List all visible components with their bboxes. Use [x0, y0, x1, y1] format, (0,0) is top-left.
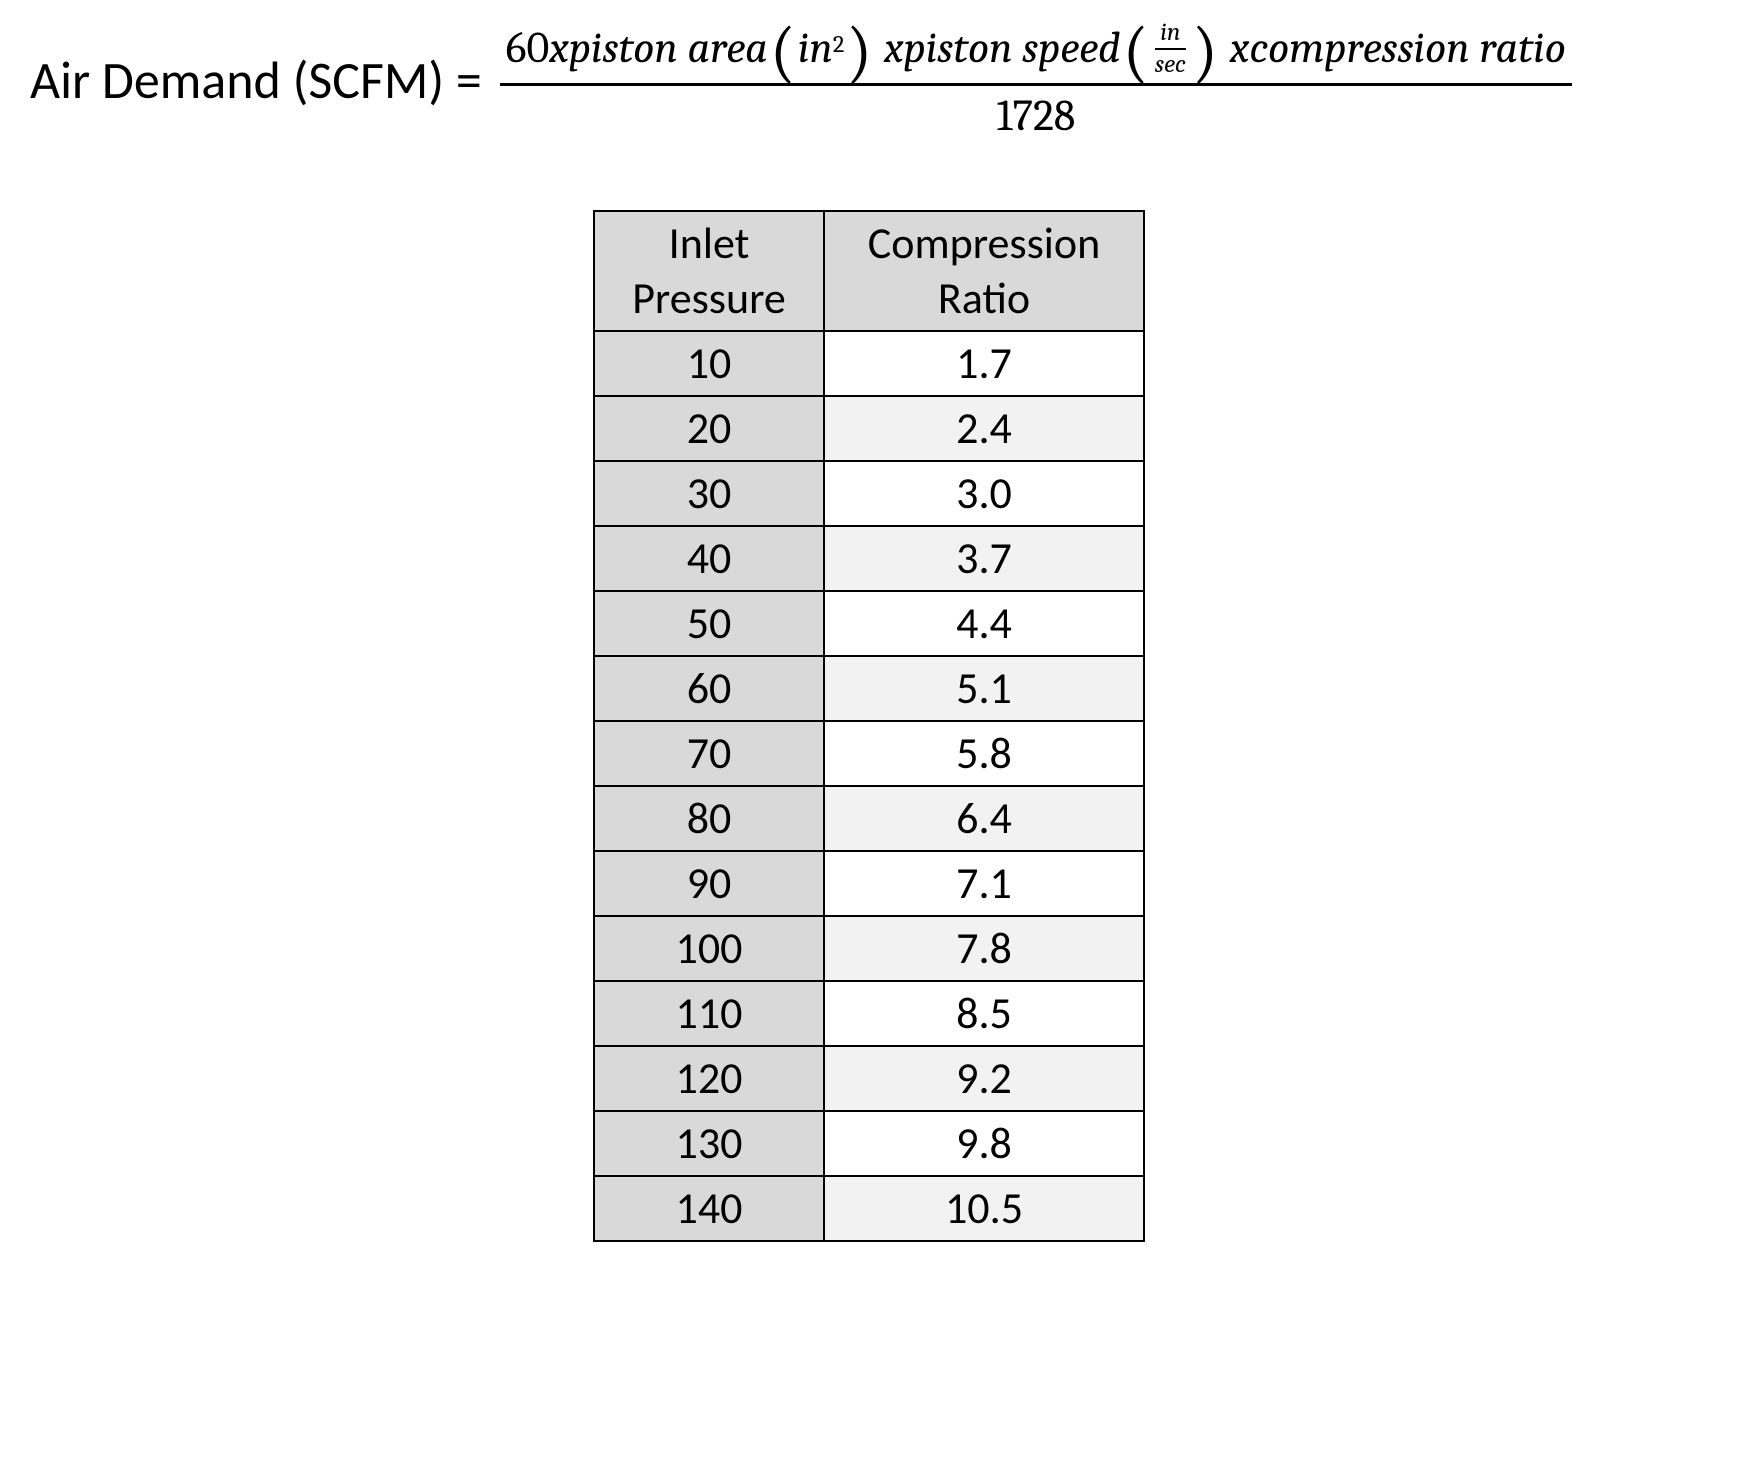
header-compression-ratio: Compression Ratio	[824, 211, 1144, 331]
table-row: 14010.5	[594, 1176, 1144, 1241]
cell-pressure: 90	[594, 851, 824, 916]
air-demand-formula: Air Demand (SCFM) = 60 x piston area ( i…	[30, 20, 1708, 140]
cell-pressure: 10	[594, 331, 824, 396]
unit-in-per-sec: in sec	[1155, 20, 1186, 77]
header-col2-line1: Compression	[868, 216, 1100, 270]
num-piston-area: piston area	[569, 24, 768, 72]
cell-pressure: 140	[594, 1176, 824, 1241]
header-col1-line1: Inlet	[669, 216, 750, 270]
page: Air Demand (SCFM) = 60 x piston area ( i…	[0, 0, 1738, 1465]
formula-lhs: Air Demand (SCFM) =	[30, 48, 482, 112]
header-col2-line2: Ratio	[938, 271, 1030, 325]
table-row: 1309.8	[594, 1111, 1144, 1176]
cell-pressure: 40	[594, 526, 824, 591]
cell-ratio: 1.7	[824, 331, 1144, 396]
table-row: 101.7	[594, 331, 1144, 396]
table-body: 101.7 202.4 303.0 403.7 504.4 605.1 705.…	[594, 331, 1144, 1241]
unit-in: in	[798, 24, 833, 72]
compression-ratio-table: Inlet Pressure Compression Ratio 101.7 2…	[593, 210, 1145, 1242]
header-inlet-pressure: Inlet Pressure	[594, 211, 824, 331]
table-header-row: Inlet Pressure Compression Ratio	[594, 211, 1144, 331]
cell-ratio: 7.1	[824, 851, 1144, 916]
num-x-3: x	[1230, 24, 1250, 72]
cell-ratio: 7.8	[824, 916, 1144, 981]
table-row: 605.1	[594, 656, 1144, 721]
table-row: 806.4	[594, 786, 1144, 851]
cell-pressure: 120	[594, 1046, 824, 1111]
header-col1-line2: Pressure	[632, 271, 786, 325]
table-row: 403.7	[594, 526, 1144, 591]
num-piston-speed: piston speed	[904, 24, 1121, 72]
cell-ratio: 3.0	[824, 461, 1144, 526]
cell-pressure: 60	[594, 656, 824, 721]
table-row: 504.4	[594, 591, 1144, 656]
cell-ratio: 4.4	[824, 591, 1144, 656]
cell-pressure: 110	[594, 981, 824, 1046]
table-row: 1209.2	[594, 1046, 1144, 1111]
compression-ratio-table-wrap: Inlet Pressure Compression Ratio 101.7 2…	[30, 210, 1708, 1242]
cell-ratio: 6.4	[824, 786, 1144, 851]
num-60: 60	[506, 24, 549, 72]
unit-in-sq: 2	[833, 32, 844, 59]
table-row: 1007.8	[594, 916, 1144, 981]
cell-pressure: 30	[594, 461, 824, 526]
formula-fraction: 60 x piston area ( in 2 ) x piston speed…	[500, 20, 1572, 140]
formula-numerator: 60 x piston area ( in 2 ) x piston speed…	[500, 20, 1572, 83]
cell-pressure: 50	[594, 591, 824, 656]
unit-sec-bot: sec	[1155, 50, 1186, 78]
cell-ratio: 9.2	[824, 1046, 1144, 1111]
table-row: 907.1	[594, 851, 1144, 916]
table-row: 303.0	[594, 461, 1144, 526]
cell-ratio: 8.5	[824, 981, 1144, 1046]
num-x-2: x	[884, 24, 904, 72]
table-row: 202.4	[594, 396, 1144, 461]
cell-ratio: 2.4	[824, 396, 1144, 461]
cell-pressure: 70	[594, 721, 824, 786]
cell-pressure: 130	[594, 1111, 824, 1176]
num-compression-ratio: compression ratio	[1249, 24, 1566, 72]
cell-ratio: 10.5	[824, 1176, 1144, 1241]
unit-in-top: in	[1160, 20, 1180, 48]
cell-ratio: 9.8	[824, 1111, 1144, 1176]
table-row: 1108.5	[594, 981, 1144, 1046]
cell-ratio: 5.8	[824, 721, 1144, 786]
cell-pressure: 100	[594, 916, 824, 981]
cell-ratio: 3.7	[824, 526, 1144, 591]
table-row: 705.8	[594, 721, 1144, 786]
formula-denominator: 1728	[990, 86, 1081, 140]
cell-pressure: 20	[594, 396, 824, 461]
cell-ratio: 5.1	[824, 656, 1144, 721]
num-x-1: x	[549, 24, 569, 72]
cell-pressure: 80	[594, 786, 824, 851]
